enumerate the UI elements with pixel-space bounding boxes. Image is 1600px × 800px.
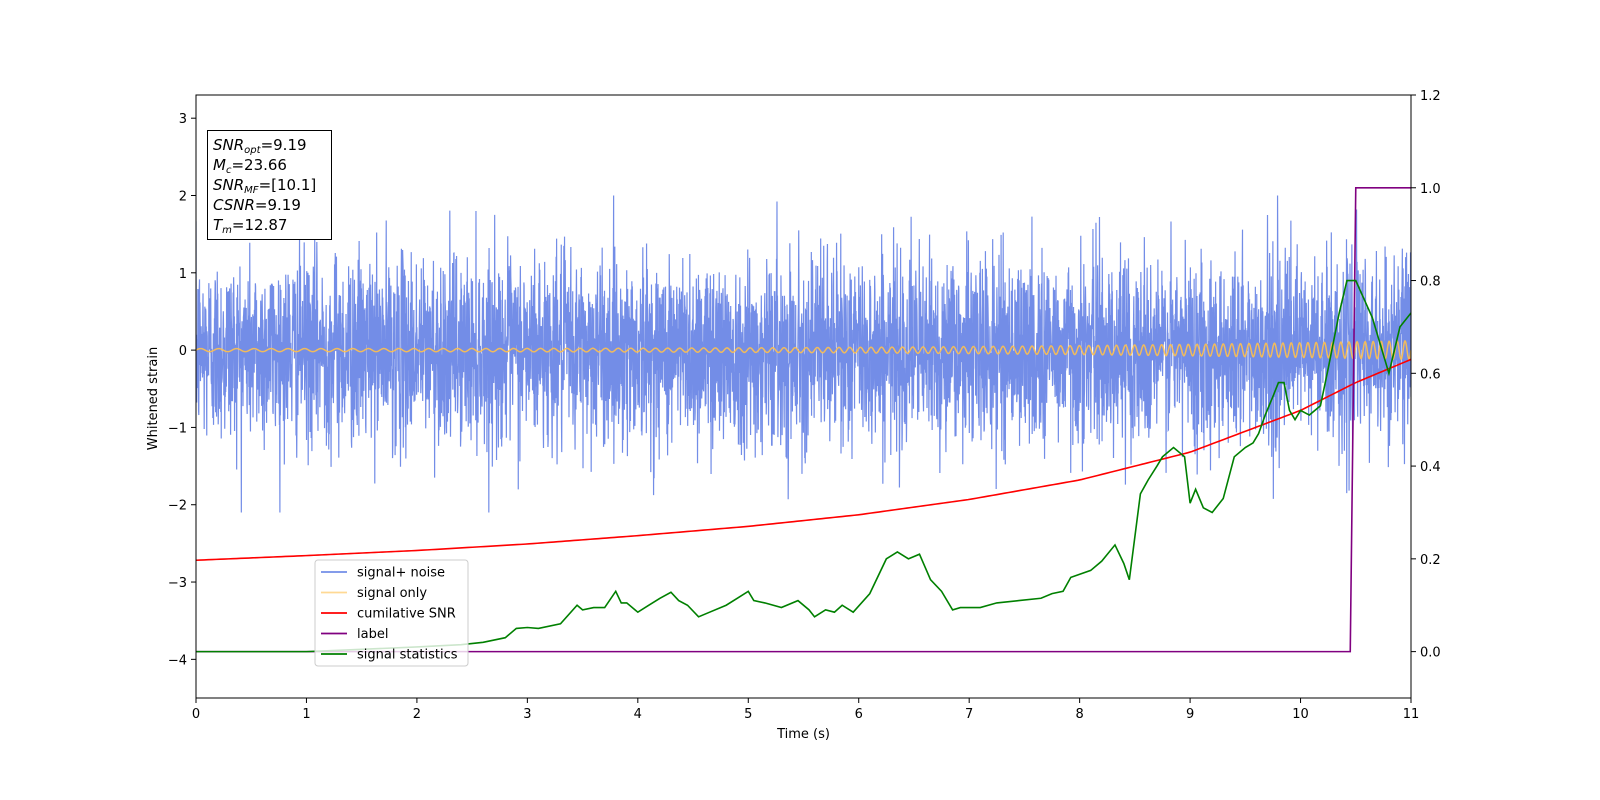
x-tick-label: 0 [192,707,200,722]
y2-tick-label: 0.4 [1420,460,1441,475]
x-tick-label: 9 [1186,707,1194,722]
x-tick-label: 5 [744,707,752,722]
legend-entry: signal only [357,586,427,601]
y-tick-label: −1 [168,421,187,436]
y2-tick-label: 0.2 [1420,553,1441,568]
annotation-box: SNRopt=9.19 Mc=23.66 SNRMF=[10.1] CSNR=9… [207,130,332,240]
series-layer [196,186,1411,653]
y-tick-label: 1 [179,267,187,282]
x-tick-label: 6 [855,707,863,722]
tm-line: Tm=12.87 [213,216,288,236]
snr-opt-line: SNRopt=9.19 [213,136,307,156]
x-tick-label: 4 [634,707,642,722]
x-tick-label: 11 [1403,707,1420,722]
mc-line: Mc=23.66 [213,156,287,176]
axes-layer: 0 1 2 3 4 5 6 7 8 9 10 11 −4 −3 −2 −1 0 1 2 3 0.0 0.2 0.4 0.6 0.… [146,89,1441,742]
y-tick-label: 0 [179,344,187,359]
y-tick-label: 3 [179,112,187,127]
y2-tick-label: 1.0 [1420,182,1441,197]
x-tick-label: 2 [413,707,421,722]
x-tick-label: 7 [965,707,973,722]
series-signal-statistics [196,279,1411,653]
legend-entry: signal+ noise [357,566,445,581]
y-tick-label: −4 [168,653,187,668]
plot-frame [195,94,1412,699]
y2-tick-label: 0.8 [1420,275,1441,290]
series-signal-noise [196,195,1411,513]
snr-mf-line: SNRMF=[10.1] [213,176,317,196]
y-axis-label: Whitened strain [146,347,161,450]
legend-entry: cumilative SNR [357,607,456,622]
series-label [196,186,1411,653]
x-tick-label: 10 [1292,707,1309,722]
y-tick-label: −3 [168,576,187,591]
legend-box [314,559,469,667]
legend-entry: signal statistics [357,648,458,663]
y2-tick-label: 1.2 [1420,89,1441,104]
series-signal-only [196,340,1411,361]
x-tick-label: 3 [523,707,531,722]
legend-entry: label [357,627,388,642]
x-tick-label: 1 [302,707,310,722]
y2-tick-label: 0.0 [1420,646,1441,661]
x-axis-label: Time (s) [776,727,830,742]
csnr-line: CSNR=9.19 [213,196,301,214]
legend: signal+ noise signal only cumilative SNR la… [314,559,469,667]
y-tick-label: −2 [168,499,187,514]
y2-tick-label: 0.6 [1420,367,1441,382]
series-cumulative-snr [196,358,1411,562]
x-tick-label: 8 [1075,707,1083,722]
y-tick-label: 2 [179,190,187,205]
